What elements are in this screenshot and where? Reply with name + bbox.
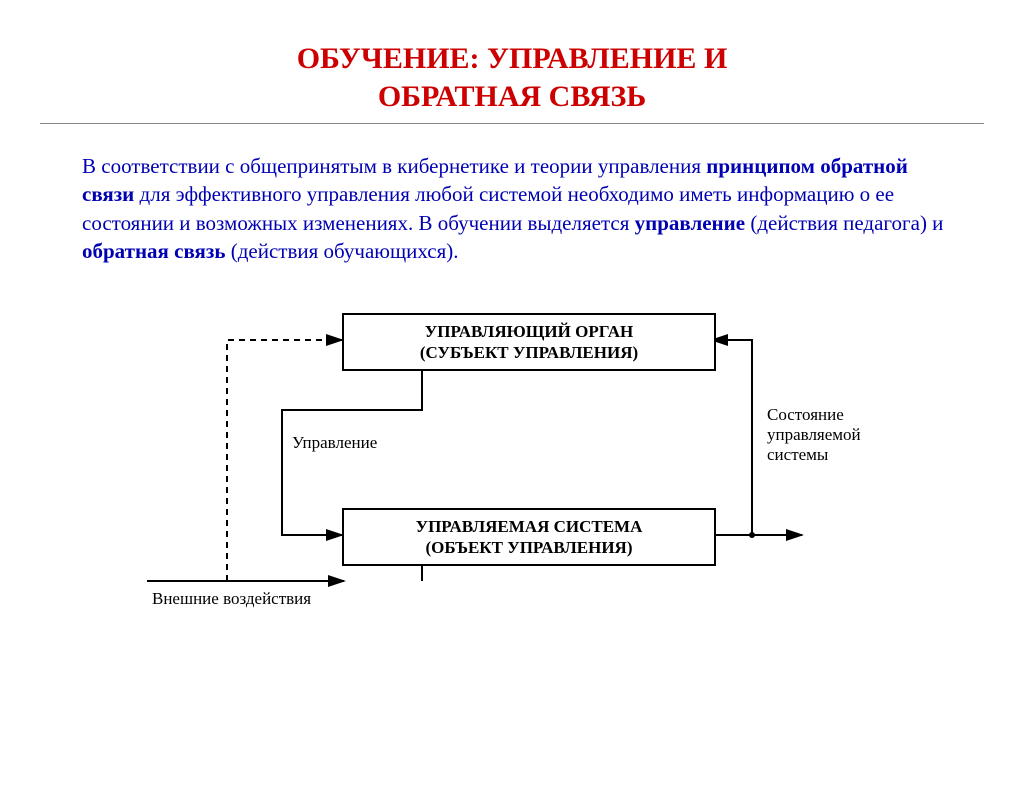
node-bottom-box: УПРАВЛЯЕМАЯ СИСТЕМА (ОБЪЕКТ УПРАВЛЕНИЯ) xyxy=(342,508,716,566)
bottom-box-line1: УПРАВЛЯЕМАЯ СИСТЕМА xyxy=(344,516,714,537)
title-divider xyxy=(40,123,984,124)
top-box-line1: УПРАВЛЯЮЩИЙ ОРГАН xyxy=(344,321,714,342)
para-bold-3: обратная связь xyxy=(82,239,225,263)
junction-dot xyxy=(749,532,755,538)
para-text-4: (действия обучающихся). xyxy=(225,239,458,263)
page-title: ОБУЧЕНИЕ: УПРАВЛЕНИЕ И ОБРАТНАЯ СВЯЗЬ xyxy=(0,40,1024,115)
top-box-line2: (СУБЪЕКТ УПРАВЛЕНИЯ) xyxy=(344,342,714,363)
title-line1: ОБУЧЕНИЕ: УПРАВЛЕНИЕ И xyxy=(297,42,728,75)
para-text-3: (действия педагога) и xyxy=(745,211,943,235)
label-management: Управление xyxy=(292,433,377,453)
label-state-l2: управляемой xyxy=(767,425,861,445)
label-state-l3: системы xyxy=(767,445,828,465)
para-text-1: В соответствии с общепринятым в кибернет… xyxy=(82,154,706,178)
control-feedback-diagram: УПРАВЛЯЮЩИЙ ОРГАН (СУБЪЕКТ УПРАВЛЕНИЯ) У… xyxy=(112,305,912,625)
edge-feedback-dashed xyxy=(227,340,342,581)
body-paragraph: В соответствии с общепринятым в кибернет… xyxy=(82,152,964,265)
title-line2: ОБРАТНАЯ СВЯЗЬ xyxy=(378,80,646,113)
edge-state xyxy=(712,340,752,535)
label-external: Внешние воздействия xyxy=(152,589,311,609)
node-top-box: УПРАВЛЯЮЩИЙ ОРГАН (СУБЪЕКТ УПРАВЛЕНИЯ) xyxy=(342,313,716,371)
para-bold-2: управление xyxy=(635,211,745,235)
label-state-l1: Состояние xyxy=(767,405,844,425)
bottom-box-line2: (ОБЪЕКТ УПРАВЛЕНИЯ) xyxy=(344,537,714,558)
